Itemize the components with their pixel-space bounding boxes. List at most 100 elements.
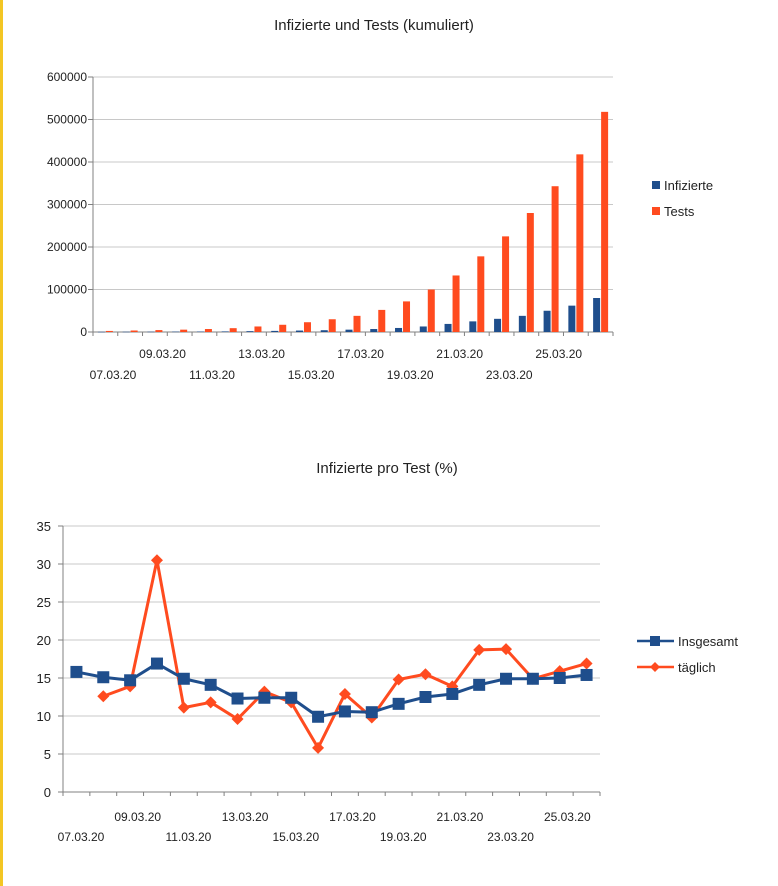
line-insgesamt (76, 662, 587, 719)
legend-label-insgesamt: Insgesamt (678, 634, 738, 649)
bar-tests (601, 111, 609, 332)
bar-infizierte (543, 310, 551, 332)
legend-marker-insgesamt (650, 636, 660, 646)
y-tick-label: 100000 (47, 283, 87, 297)
bar-infizierte (568, 305, 576, 332)
marker-insgesamt (97, 671, 110, 684)
y-tick-label: 25 (37, 595, 51, 610)
marker-taeglich (97, 690, 110, 703)
legend-swatch-tests (652, 207, 660, 215)
bar-tests (502, 236, 510, 332)
x-tick-label: 17.03.20 (329, 810, 376, 824)
bar-tests (551, 186, 559, 332)
marker-insgesamt (312, 710, 325, 723)
bar-infizierte (494, 318, 502, 332)
x-tick-label: 13.03.20 (238, 347, 285, 361)
marker-taeglich (124, 680, 137, 693)
line-taeglich (102, 558, 587, 750)
y-tick-label: 20 (37, 633, 51, 648)
x-tick-label: 15.03.20 (288, 368, 335, 382)
bar-tests (155, 330, 163, 332)
marker-taeglich (150, 554, 163, 567)
marker-taeglich (500, 643, 513, 656)
bar-tests (353, 315, 361, 332)
bar-infizierte (419, 326, 427, 332)
y-tick-label: 30 (37, 557, 51, 572)
bar-infizierte (97, 331, 105, 333)
bar-tests (130, 330, 138, 332)
marker-insgesamt (285, 691, 298, 704)
bar-chart-infizierte-tests: Infizierte und Tests (kumuliert) 0 100000… (47, 17, 713, 382)
legend-label-infizierte: Infizierte (664, 178, 713, 193)
bar-infizierte (295, 330, 303, 332)
bar-tests (254, 326, 262, 332)
x-tick-label: 23.03.20 (486, 368, 533, 382)
x-tick-label: 09.03.20 (139, 347, 186, 361)
marker-taeglich (312, 741, 325, 754)
legend-swatch-infizierte (652, 181, 660, 189)
bar-tests (477, 256, 485, 332)
marker-taeglich (177, 701, 190, 714)
marker-taeglich (473, 643, 486, 656)
marker-insgesamt (392, 697, 405, 710)
bar-tests (229, 328, 237, 332)
bar-infizierte (444, 323, 452, 332)
legend-label-taeglich: täglich (678, 660, 716, 675)
x-tick-label: 13.03.20 (222, 810, 269, 824)
bar-infizierte (172, 331, 180, 333)
x-tick-label: 11.03.20 (189, 368, 235, 382)
legend-marker-taeglich (650, 662, 660, 672)
marker-taeglich (392, 673, 405, 686)
x-tick-label: 17.03.20 (337, 347, 384, 361)
bar-infizierte (246, 331, 254, 332)
marker-insgesamt (124, 674, 137, 687)
marker-insgesamt (204, 678, 217, 691)
x-tick-label: 09.03.20 (114, 810, 161, 824)
marker-taeglich (204, 696, 217, 709)
marker-insgesamt (553, 672, 566, 684)
bar-infizierte (345, 329, 353, 332)
marker-insgesamt (473, 678, 486, 691)
x-tick-label: 21.03.20 (437, 810, 484, 824)
x-tick-label: 07.03.20 (90, 368, 137, 382)
bar-tests (328, 319, 336, 332)
marker-insgesamt (177, 672, 190, 685)
x-tick-label: 15.03.20 (272, 830, 319, 844)
bar-tests (378, 309, 386, 332)
bar-infizierte (593, 298, 601, 332)
x-tick-label: 19.03.20 (380, 830, 427, 844)
y-tick-label: 200000 (47, 240, 87, 254)
bar-tests (105, 330, 113, 332)
marker-taeglich (419, 668, 432, 681)
marker-insgesamt (150, 657, 163, 670)
bar-tests (279, 324, 287, 332)
bar-tests (427, 289, 435, 332)
bar-tests (204, 329, 212, 332)
bar-infizierte (395, 327, 403, 332)
bar-infizierte (320, 330, 328, 332)
bar-infizierte (221, 331, 229, 332)
bar-tests (526, 213, 534, 332)
bar-tests (303, 322, 311, 332)
bar-infizierte (271, 330, 279, 332)
bar-tests (180, 329, 188, 332)
marker-insgesamt (231, 692, 244, 705)
y-tick-label: 10 (37, 709, 51, 724)
x-tick-label: 11.03.20 (165, 830, 211, 844)
marker-insgesamt (338, 705, 351, 718)
x-tick-label: 25.03.20 (535, 347, 582, 361)
bar-infizierte (518, 315, 526, 332)
marker-insgesamt (500, 672, 513, 685)
marker-insgesamt (446, 687, 459, 700)
x-tick-label: 19.03.20 (387, 368, 434, 382)
y-tick-label: 35 (37, 519, 51, 534)
marker-insgesamt (70, 665, 83, 678)
y-tick-label: 0 (80, 325, 87, 339)
bar-infizierte (122, 331, 130, 333)
marker-insgesamt (580, 668, 593, 681)
y-tick-label: 500000 (47, 113, 87, 127)
y-tick-label: 5 (44, 747, 51, 762)
y-tick-label: 15 (37, 671, 51, 686)
x-tick-label: 07.03.20 (58, 830, 105, 844)
y-tick-label: 300000 (47, 198, 87, 212)
